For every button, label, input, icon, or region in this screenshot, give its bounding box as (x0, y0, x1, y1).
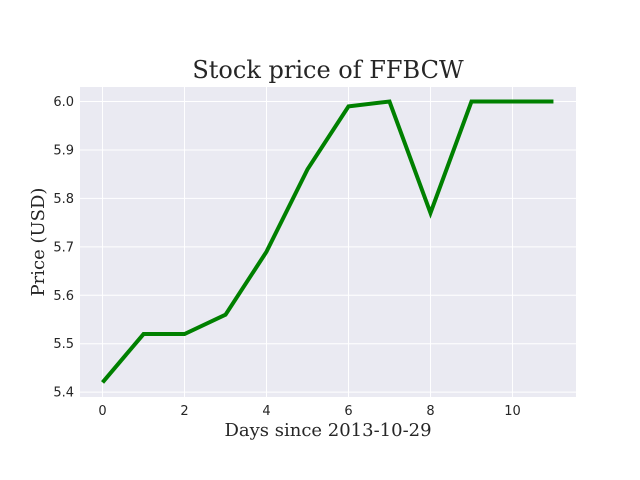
series-line (101, 99, 554, 384)
x-tick-label: 10 (504, 404, 521, 419)
x-tick-label: 2 (180, 404, 188, 419)
y-tick-label: 5.4 (53, 386, 74, 401)
x-tick-label: 0 (98, 404, 106, 419)
y-axis-label: Price (USD) (28, 188, 49, 297)
grid (80, 87, 576, 397)
chart-title: Stock price of FFBCW (192, 56, 464, 84)
y-tick-label: 5.9 (53, 143, 74, 158)
x-tick-label: 8 (426, 404, 434, 419)
y-tick-label: 5.5 (53, 337, 74, 352)
y-tick-label: 5.8 (53, 192, 74, 207)
y-axis-ticks: 5.4 5.5 5.6 5.7 5.8 5.9 6.0 (53, 95, 74, 401)
y-tick-label: 6.0 (53, 95, 74, 110)
x-tick-label: 6 (344, 404, 352, 419)
y-tick-label: 5.6 (53, 289, 74, 304)
plot-area (80, 87, 576, 397)
x-axis-ticks: 0 2 4 6 8 10 (98, 404, 520, 419)
x-tick-label: 4 (262, 404, 270, 419)
x-axis-label: Days since 2013-10-29 (224, 420, 431, 441)
series-group (101, 99, 554, 384)
y-tick-label: 5.7 (53, 240, 74, 255)
